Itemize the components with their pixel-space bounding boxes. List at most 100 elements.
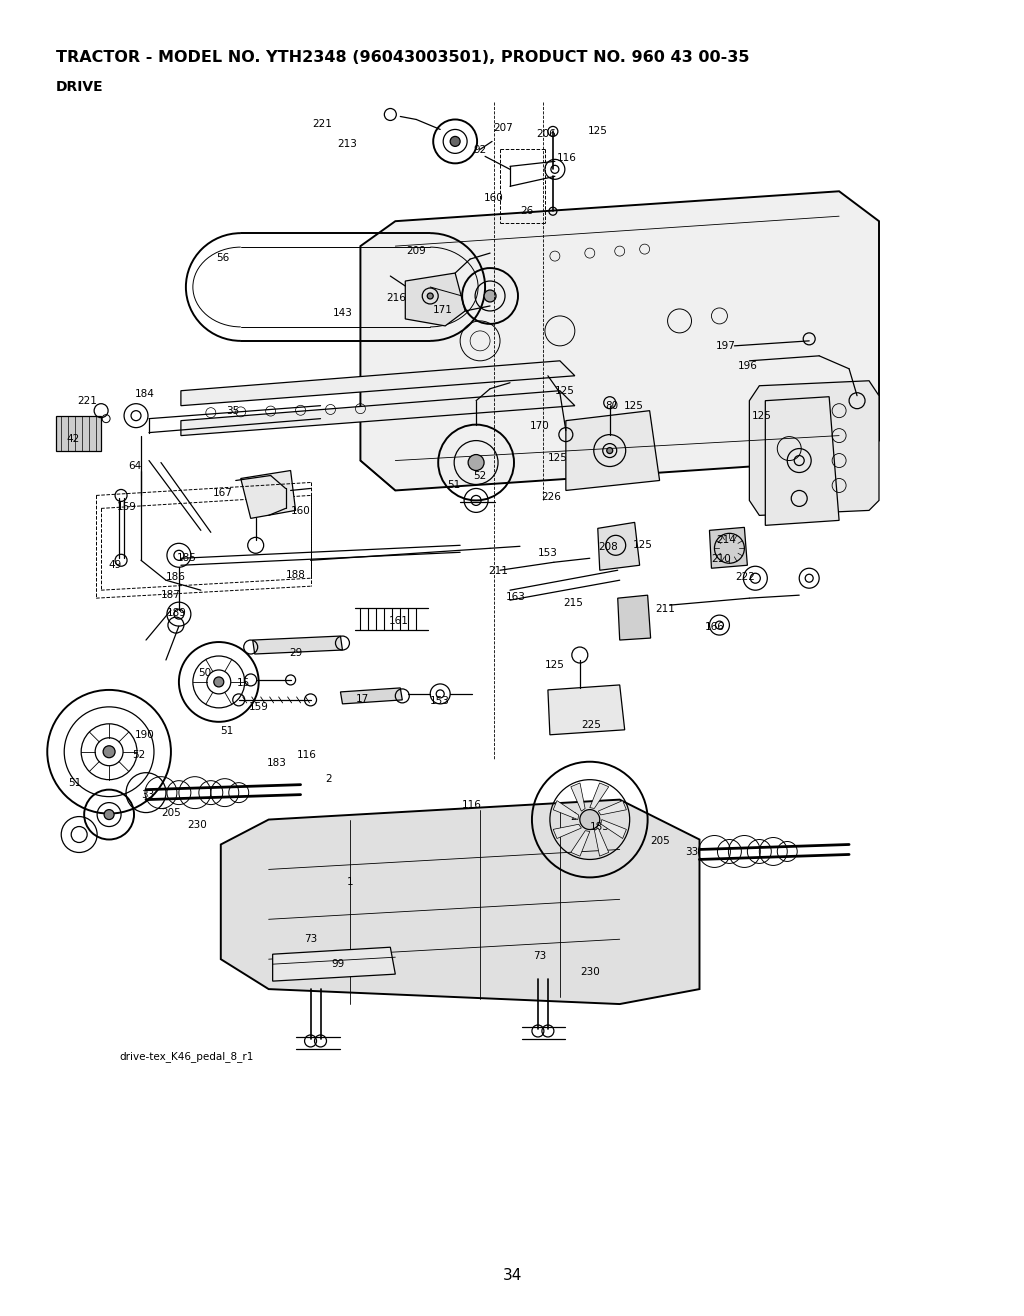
Text: 187: 187: [161, 590, 181, 600]
Text: 211: 211: [488, 566, 508, 576]
Polygon shape: [590, 783, 608, 808]
Text: 183: 183: [266, 758, 287, 767]
Text: 207: 207: [494, 124, 513, 133]
Polygon shape: [548, 684, 625, 734]
Text: 205: 205: [161, 808, 181, 817]
Text: 2: 2: [570, 812, 578, 821]
Text: 116: 116: [297, 750, 316, 759]
Polygon shape: [765, 396, 839, 525]
Circle shape: [104, 809, 114, 820]
Text: 80: 80: [605, 400, 618, 411]
Text: 183: 183: [590, 821, 609, 832]
Text: 51: 51: [69, 778, 82, 788]
Text: 161: 161: [388, 616, 409, 626]
Text: 230: 230: [187, 820, 207, 829]
Text: 221: 221: [77, 396, 97, 405]
Polygon shape: [241, 471, 296, 519]
Circle shape: [468, 454, 484, 471]
Text: 17: 17: [355, 694, 369, 704]
Polygon shape: [566, 411, 659, 491]
Text: 222: 222: [735, 572, 756, 582]
Circle shape: [214, 676, 224, 687]
Text: 166: 166: [705, 622, 724, 632]
Text: 167: 167: [213, 488, 232, 499]
Text: 73: 73: [304, 934, 317, 945]
Text: 153: 153: [538, 549, 558, 558]
Text: 116: 116: [557, 154, 577, 163]
Text: 189: 189: [167, 608, 186, 619]
Text: 205: 205: [650, 836, 671, 845]
Text: 185: 185: [177, 553, 197, 563]
Text: 221: 221: [312, 120, 333, 129]
Text: 226: 226: [541, 492, 561, 503]
Text: 211: 211: [655, 604, 676, 615]
Text: 29: 29: [289, 647, 302, 658]
Text: 64: 64: [128, 461, 141, 471]
Polygon shape: [360, 191, 879, 491]
Text: 125: 125: [624, 400, 644, 411]
Text: drive-tex_K46_pedal_8_r1: drive-tex_K46_pedal_8_r1: [119, 1051, 254, 1062]
Text: 215: 215: [563, 599, 583, 608]
Text: 73: 73: [534, 951, 547, 961]
Text: 125: 125: [633, 541, 652, 550]
Polygon shape: [598, 800, 627, 815]
Text: 153: 153: [430, 696, 451, 705]
Circle shape: [551, 166, 559, 174]
Circle shape: [103, 746, 115, 758]
Polygon shape: [617, 595, 650, 640]
Text: 99: 99: [332, 959, 345, 969]
Text: 51: 51: [447, 480, 461, 491]
Text: 1: 1: [347, 878, 353, 887]
Circle shape: [427, 293, 433, 299]
Text: 213: 213: [338, 139, 357, 150]
Text: 125: 125: [545, 661, 565, 670]
Text: 190: 190: [135, 730, 155, 740]
Text: 160: 160: [291, 507, 310, 516]
Text: 216: 216: [386, 293, 407, 303]
Text: 208: 208: [598, 542, 617, 553]
Text: 230: 230: [580, 967, 600, 978]
Polygon shape: [570, 783, 585, 811]
Polygon shape: [595, 828, 608, 857]
Text: 163: 163: [506, 592, 526, 603]
Polygon shape: [221, 800, 699, 1004]
Text: 171: 171: [433, 305, 454, 315]
Text: 188: 188: [286, 570, 305, 580]
Text: 184: 184: [135, 388, 155, 399]
Polygon shape: [181, 391, 574, 436]
Text: 92: 92: [473, 145, 486, 155]
Text: TRACTOR - MODEL NO. YTH2348 (96043003501), PRODUCT NO. 960 43 00-35: TRACTOR - MODEL NO. YTH2348 (96043003501…: [56, 50, 750, 64]
Text: 52: 52: [473, 471, 486, 480]
Text: 50: 50: [199, 669, 211, 678]
Text: 170: 170: [530, 421, 550, 430]
Polygon shape: [253, 636, 342, 654]
Polygon shape: [406, 272, 465, 326]
Text: 186: 186: [166, 572, 185, 582]
Text: 209: 209: [407, 246, 426, 257]
Polygon shape: [598, 522, 640, 570]
Polygon shape: [570, 830, 590, 857]
Text: 206: 206: [536, 129, 556, 139]
Polygon shape: [181, 361, 574, 405]
Text: 33: 33: [141, 790, 155, 800]
Text: 159: 159: [249, 701, 268, 712]
Text: 42: 42: [67, 433, 80, 443]
Text: 225: 225: [581, 720, 601, 730]
Text: 160: 160: [484, 193, 504, 203]
Polygon shape: [750, 380, 879, 516]
Text: 52: 52: [132, 750, 145, 759]
Text: 33: 33: [685, 848, 698, 858]
Text: 159: 159: [117, 503, 137, 512]
Text: 125: 125: [752, 411, 771, 421]
Text: 125: 125: [555, 386, 574, 396]
Text: 197: 197: [716, 341, 735, 351]
Text: 214: 214: [717, 536, 736, 545]
Text: 34: 34: [503, 1269, 521, 1283]
Circle shape: [484, 290, 496, 301]
Text: 2: 2: [326, 774, 332, 784]
Circle shape: [607, 447, 612, 454]
Text: 210: 210: [712, 554, 731, 565]
Text: 51: 51: [220, 726, 233, 736]
Polygon shape: [710, 528, 748, 569]
Text: 143: 143: [333, 308, 352, 318]
